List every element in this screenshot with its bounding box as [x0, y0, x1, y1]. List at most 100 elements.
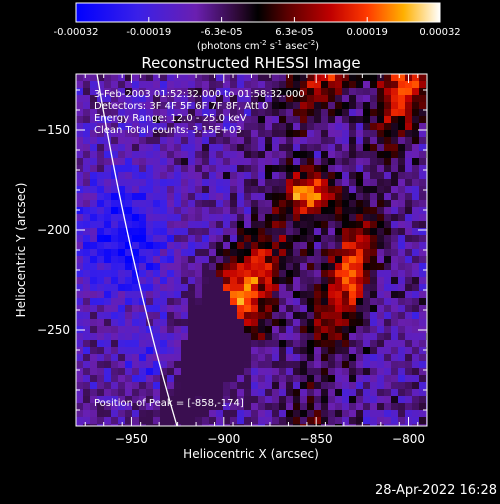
heatmap-cell [244, 158, 252, 166]
heatmap-cell [244, 347, 252, 355]
heatmap-cell [384, 186, 392, 194]
heatmap-cell [181, 305, 189, 313]
heatmap-cell [90, 193, 98, 201]
heatmap-cell [335, 424, 343, 426]
heatmap-cell [188, 382, 196, 390]
heatmap-cell [321, 116, 329, 124]
heatmap-cell [342, 228, 350, 236]
heatmap-cell [188, 270, 196, 278]
heatmap-cell [398, 284, 406, 292]
heatmap-cell [321, 102, 329, 110]
heatmap-cell [244, 179, 252, 187]
heatmap-cell [419, 165, 427, 173]
heatmap-cell [356, 382, 364, 390]
heatmap-cell [104, 396, 112, 404]
heatmap-cell [139, 193, 147, 201]
heatmap-cell [265, 102, 273, 110]
heatmap-cell [90, 74, 98, 82]
heatmap-cell [384, 137, 392, 145]
heatmap-cell [377, 284, 385, 292]
heatmap-cell [335, 179, 343, 187]
heatmap-cell [321, 214, 329, 222]
heatmap-cell [216, 242, 224, 250]
heatmap-cell [419, 172, 427, 180]
heatmap-cell [202, 137, 210, 145]
heatmap-cell [349, 88, 357, 96]
heatmap-cell [307, 312, 315, 320]
chart-title: Reconstructed RHESSI Image [141, 54, 360, 72]
heatmap-cell [167, 298, 175, 306]
heatmap-cell [139, 305, 147, 313]
heatmap-cell [272, 361, 280, 369]
heatmap-cell [307, 74, 315, 82]
heatmap-cell [230, 221, 238, 229]
heatmap-cell [90, 256, 98, 264]
heatmap-cell [279, 158, 287, 166]
heatmap-cell [377, 354, 385, 362]
heatmap-cell [391, 389, 399, 397]
heatmap-cell [90, 116, 98, 124]
heatmap-cell [139, 137, 147, 145]
heatmap-cell [300, 158, 308, 166]
heatmap-cell [209, 74, 217, 82]
heatmap-cell [398, 207, 406, 215]
heatmap-cell [97, 417, 105, 425]
heatmap-cell [230, 340, 238, 348]
heatmap-cell [132, 179, 140, 187]
heatmap-cell [328, 179, 336, 187]
heatmap-cell [181, 144, 189, 152]
heatmap-cell [398, 102, 406, 110]
heatmap-cell [125, 207, 133, 215]
heatmap-cell [363, 214, 371, 222]
heatmap-cell [300, 263, 308, 271]
heatmap-cell [349, 249, 357, 257]
heatmap-cell [342, 319, 350, 327]
heatmap-cell [405, 144, 413, 152]
heatmap-cell [293, 270, 301, 278]
heatmap-cell [300, 375, 308, 383]
heatmap-cell [279, 410, 287, 418]
heatmap-cell [237, 81, 245, 89]
heatmap-cell [202, 249, 210, 257]
heatmap-cell [307, 382, 315, 390]
heatmap-cell [328, 403, 336, 411]
heatmap-cell [139, 144, 147, 152]
heatmap-cell [258, 389, 266, 397]
heatmap-cell [265, 172, 273, 180]
heatmap-cell [104, 375, 112, 383]
heatmap-cell [104, 200, 112, 208]
heatmap-cell [146, 375, 154, 383]
heatmap-cell [181, 81, 189, 89]
heatmap-cell [188, 130, 196, 138]
heatmap-cell [265, 151, 273, 159]
heatmap-cell [293, 130, 301, 138]
heatmap-cell [237, 242, 245, 250]
heatmap-cell [223, 312, 231, 320]
heatmap-cell [76, 312, 84, 320]
heatmap-cell [139, 368, 147, 376]
heatmap-cell [272, 144, 280, 152]
heatmap-cell [132, 158, 140, 166]
heatmap-cell [370, 130, 378, 138]
heatmap-cell [307, 375, 315, 383]
heatmap-cell [258, 305, 266, 313]
heatmap-cell [391, 354, 399, 362]
heatmap-cell [293, 214, 301, 222]
heatmap-cell [251, 375, 259, 383]
heatmap-cell [181, 410, 189, 418]
heatmap-cell [398, 417, 406, 425]
heatmap-cell [412, 116, 420, 124]
heatmap-cell [223, 263, 231, 271]
heatmap-cell [321, 88, 329, 96]
heatmap-cell [230, 305, 238, 313]
heatmap-cell [230, 361, 238, 369]
heatmap-cell [412, 424, 420, 426]
heatmap-cell [307, 228, 315, 236]
heatmap-cell [83, 326, 91, 334]
heatmap-cell [384, 74, 392, 82]
heatmap-cell [391, 403, 399, 411]
heatmap-cell [202, 102, 210, 110]
heatmap-cell [153, 305, 161, 313]
heatmap-cell [209, 312, 217, 320]
heatmap-cell [356, 375, 364, 383]
